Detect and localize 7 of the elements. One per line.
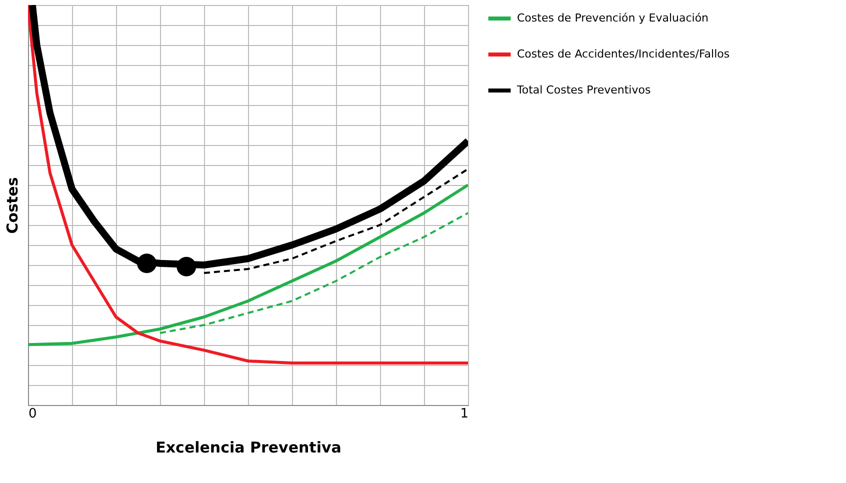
y-axis-title: Costes bbox=[4, 177, 22, 234]
legend-label: Costes de Accidentes/Incidentes/Fallos bbox=[517, 48, 730, 60]
x-tick-label: 1 bbox=[460, 406, 468, 422]
legend-label: Costes de Prevención y Evaluación bbox=[517, 12, 709, 24]
x-tick-label: 0 bbox=[28, 406, 37, 422]
legend-label: Total Costes Preventivos bbox=[516, 84, 651, 96]
x-axis-title: Excelencia Preventiva bbox=[156, 438, 342, 456]
